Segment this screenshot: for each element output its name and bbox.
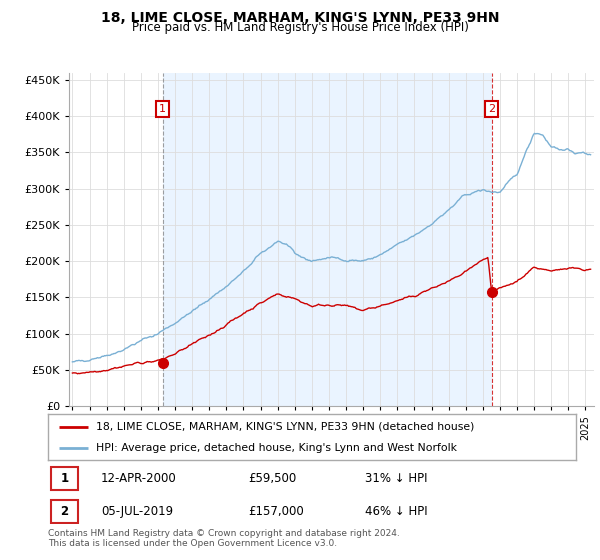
Text: 31% ↓ HPI: 31% ↓ HPI (365, 472, 427, 486)
Bar (163, 73, 491, 406)
Text: 18, LIME CLOSE, MARHAM, KING'S LYNN, PE33 9HN: 18, LIME CLOSE, MARHAM, KING'S LYNN, PE3… (101, 11, 499, 25)
Text: HPI: Average price, detached house, King's Lynn and West Norfolk: HPI: Average price, detached house, King… (95, 443, 457, 453)
Text: £157,000: £157,000 (248, 505, 304, 518)
FancyBboxPatch shape (50, 468, 78, 491)
Text: Price paid vs. HM Land Registry's House Price Index (HPI): Price paid vs. HM Land Registry's House … (131, 21, 469, 34)
Text: Contains HM Land Registry data © Crown copyright and database right 2024.: Contains HM Land Registry data © Crown c… (48, 529, 400, 538)
Text: 2: 2 (488, 104, 495, 114)
Text: 05-JUL-2019: 05-JUL-2019 (101, 505, 173, 518)
Text: 12-APR-2000: 12-APR-2000 (101, 472, 176, 486)
Text: 2: 2 (61, 505, 68, 518)
Text: £59,500: £59,500 (248, 472, 297, 486)
FancyBboxPatch shape (50, 500, 78, 523)
Text: This data is licensed under the Open Government Licence v3.0.: This data is licensed under the Open Gov… (48, 539, 337, 548)
Text: 1: 1 (159, 104, 166, 114)
Text: 18, LIME CLOSE, MARHAM, KING'S LYNN, PE33 9HN (detached house): 18, LIME CLOSE, MARHAM, KING'S LYNN, PE3… (95, 422, 474, 432)
Text: 46% ↓ HPI: 46% ↓ HPI (365, 505, 427, 518)
Text: 1: 1 (61, 472, 68, 486)
